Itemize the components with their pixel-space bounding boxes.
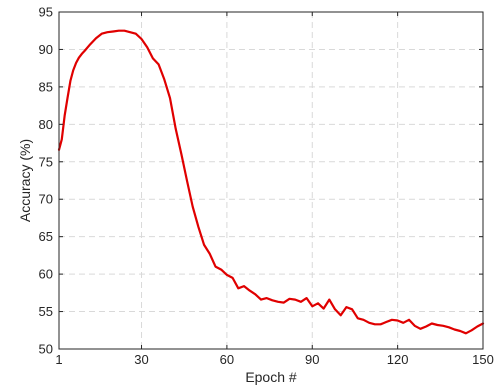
tick-marks: [58, 11, 484, 350]
accuracy-line: [57, 29, 485, 335]
y-tick-label: 85: [39, 79, 53, 94]
y-tick-label: 65: [39, 229, 53, 244]
y-tick-label: 50: [39, 342, 53, 357]
plot-frame: [58, 11, 484, 350]
x-tick-label: 30: [134, 352, 148, 367]
x-tick-label: 1: [55, 352, 62, 367]
y-axis-label: Accuracy (%): [17, 139, 33, 222]
series-group: [57, 29, 485, 335]
y-tick-label: 75: [39, 154, 53, 169]
y-tick-label: 95: [39, 5, 53, 20]
y-tick-label: 80: [39, 117, 53, 132]
y-tick-label: 90: [39, 42, 53, 57]
x-tick-label: 120: [387, 352, 409, 367]
x-tick-label: 90: [305, 352, 319, 367]
x-axis-label: Epoch #: [245, 369, 297, 385]
plot-area: [59, 12, 483, 349]
x-tick-label: 60: [220, 352, 234, 367]
grid-lines: [59, 12, 483, 349]
x-tick-label: 150: [472, 352, 494, 367]
y-tick-label: 60: [39, 267, 53, 282]
y-tick-label: 70: [39, 192, 53, 207]
y-tick-label: 55: [39, 304, 53, 319]
